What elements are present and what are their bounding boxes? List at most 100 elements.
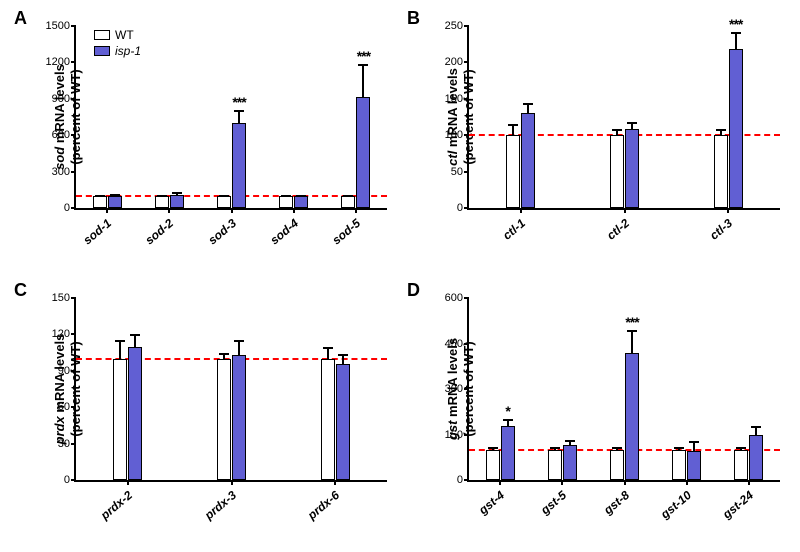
y-tick-label: 1200 xyxy=(46,56,70,68)
error-bar xyxy=(507,420,509,427)
bar-isp1 xyxy=(294,196,308,208)
error-cap xyxy=(508,124,518,126)
bar-group: sod-2 xyxy=(138,26,200,208)
bar-wt xyxy=(113,359,127,480)
bar-isp1 xyxy=(687,451,701,480)
error-cap xyxy=(736,447,746,449)
error-cap xyxy=(172,192,182,194)
x-tick xyxy=(624,208,626,213)
error-cap xyxy=(234,110,244,112)
significance-stars: * xyxy=(505,403,509,419)
bar-isp1 xyxy=(625,129,639,208)
error-bar xyxy=(527,104,529,114)
bar-wt xyxy=(610,450,624,480)
y-tick-label: 900 xyxy=(52,93,70,105)
y-tick-label: 30 xyxy=(58,438,70,450)
panel-B: Bctl mRNA levels(percent of WT)050100150… xyxy=(407,12,786,268)
bar-group: ctl-3*** xyxy=(676,26,780,208)
error-cap xyxy=(157,195,167,197)
panel-D: Dgst mRNA levels(percent of WT)015030045… xyxy=(407,284,786,540)
bar-wt xyxy=(672,450,686,480)
error-cap xyxy=(674,447,684,449)
error-cap xyxy=(523,103,533,105)
error-cap xyxy=(751,426,761,428)
y-tick-label: 0 xyxy=(64,202,70,214)
bar-group: prdx-3 xyxy=(180,298,284,480)
error-cap xyxy=(550,447,560,449)
error-cap xyxy=(95,195,105,197)
y-tick-label: 90 xyxy=(58,365,70,377)
error-cap xyxy=(296,195,306,197)
y-tick-label: 50 xyxy=(451,166,463,178)
error-bar xyxy=(512,125,514,137)
panel-letter: C xyxy=(14,280,27,301)
x-tick xyxy=(231,480,233,485)
bar-wt xyxy=(734,450,748,480)
bar-wt xyxy=(610,135,624,208)
bar-wt xyxy=(321,359,335,480)
bar-wt xyxy=(548,450,562,480)
error-cap xyxy=(689,441,699,443)
x-tick xyxy=(231,208,233,213)
bar-wt xyxy=(279,196,293,208)
bar-group: gst-8*** xyxy=(593,298,655,480)
bar-group: prdx-2 xyxy=(76,298,180,480)
bar-group: ctl-1 xyxy=(469,26,573,208)
bar-isp1: *** xyxy=(625,353,639,480)
bar-isp1: *** xyxy=(729,49,743,208)
error-cap xyxy=(627,330,637,332)
error-cap xyxy=(503,419,513,421)
bar-isp1: * xyxy=(501,426,515,480)
error-cap xyxy=(281,195,291,197)
y-tick-label: 1500 xyxy=(46,20,70,32)
bar-group: ctl-2 xyxy=(573,26,677,208)
error-bar xyxy=(362,65,364,98)
error-cap xyxy=(612,447,622,449)
error-bar xyxy=(342,355,344,365)
bar-isp1: *** xyxy=(356,97,370,208)
bar-group: sod-4 xyxy=(263,26,325,208)
bar-wt xyxy=(341,196,355,208)
error-bar xyxy=(631,331,633,354)
y-tick-label: 60 xyxy=(58,401,70,413)
bar-isp1 xyxy=(232,355,246,480)
bar-group: gst-4* xyxy=(469,298,531,480)
error-cap xyxy=(219,353,229,355)
error-bar xyxy=(238,341,240,356)
error-bar xyxy=(755,427,757,435)
bar-isp1 xyxy=(108,196,122,208)
error-cap xyxy=(323,347,333,349)
bar-group: gst-10 xyxy=(656,298,718,480)
bar-isp1 xyxy=(521,113,535,208)
y-tick-label: 150 xyxy=(445,429,463,441)
y-tick-label: 300 xyxy=(52,166,70,178)
error-cap xyxy=(731,32,741,34)
significance-stars: *** xyxy=(729,16,742,32)
error-bar xyxy=(119,341,121,359)
error-cap xyxy=(234,340,244,342)
panel-letter: A xyxy=(14,8,27,29)
error-bar xyxy=(631,123,633,130)
y-tick-label: 200 xyxy=(445,56,463,68)
x-tick xyxy=(624,480,626,485)
bar-wt xyxy=(155,196,169,208)
bar-isp1 xyxy=(128,347,142,480)
bar-isp1 xyxy=(336,364,350,480)
error-cap xyxy=(115,340,125,342)
y-tick-label: 0 xyxy=(457,202,463,214)
bar-wt xyxy=(506,135,520,208)
y-tick-label: 300 xyxy=(445,383,463,395)
error-bar xyxy=(238,111,240,124)
bar-wt xyxy=(93,196,107,208)
bar-groups: prdx-2prdx-3prdx-6 xyxy=(76,298,387,480)
error-cap xyxy=(627,122,637,124)
bar-groups: gst-4*gst-5gst-8***gst-10gst-24 xyxy=(469,298,780,480)
significance-stars: *** xyxy=(232,94,245,110)
panel-letter: D xyxy=(407,280,420,301)
y-tick-label: 0 xyxy=(64,474,70,486)
error-cap xyxy=(110,194,120,196)
panel-C: Cprdx mRNA levels(percent of WT)03060901… xyxy=(14,284,393,540)
bar-wt xyxy=(217,196,231,208)
error-cap xyxy=(130,334,140,336)
error-cap xyxy=(565,440,575,442)
